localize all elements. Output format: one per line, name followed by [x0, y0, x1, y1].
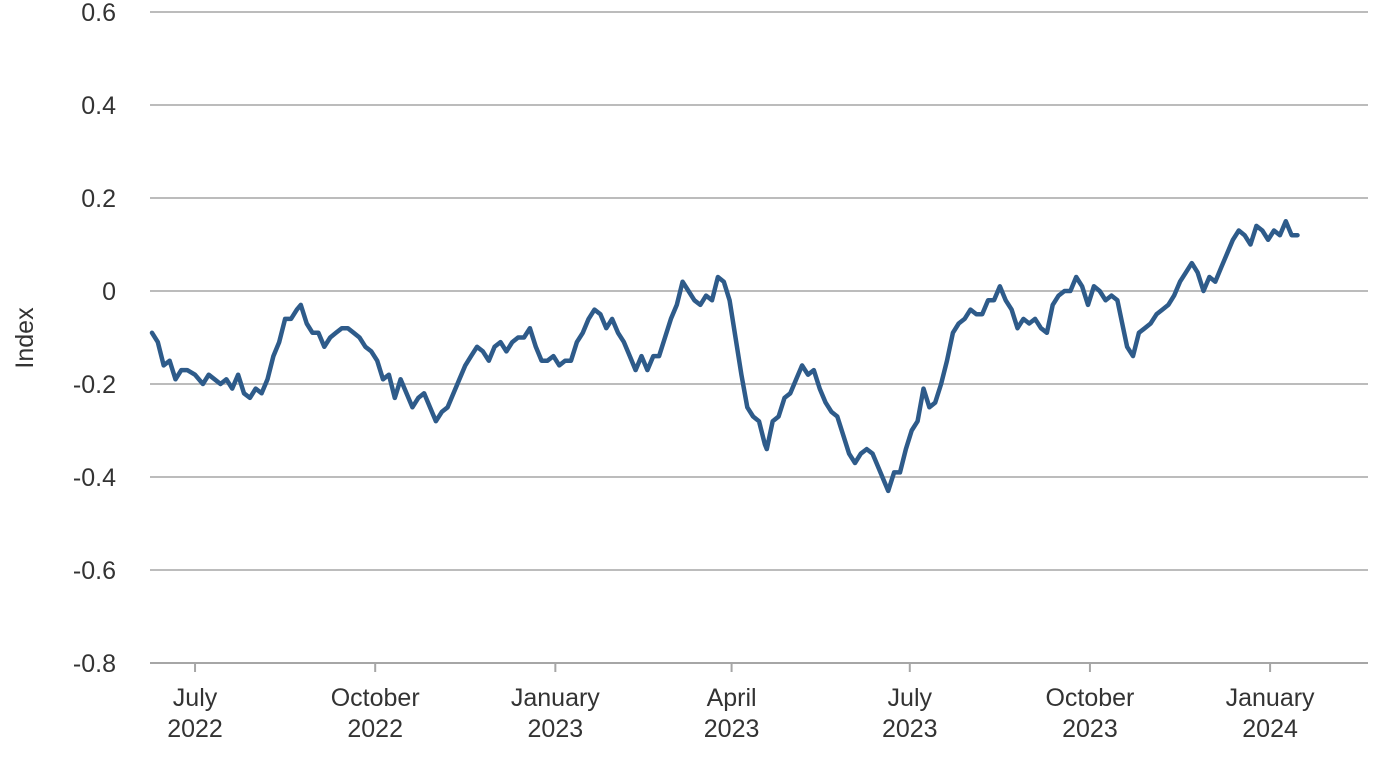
series-line	[149, 218, 1300, 494]
x-tick-label-month: October	[1045, 684, 1134, 712]
x-tick-label-month: July	[173, 684, 218, 712]
x-tick-label-month: January	[1226, 684, 1315, 712]
y-tick-label: -0.6	[73, 557, 116, 585]
x-axis	[150, 662, 1368, 672]
gridlines	[150, 11, 1368, 571]
x-tick-label-year: 2022	[347, 715, 403, 743]
y-tick-label: 0.6	[81, 0, 116, 27]
x-axis-tick-labels: July 2022 October 2022 January 2023 April 2023 J…	[167, 684, 1315, 743]
y-tick-label: 0.4	[81, 92, 116, 120]
y-tick-label: -0.8	[73, 650, 116, 678]
x-tick-label-year: 2023	[1062, 715, 1118, 743]
x-tick-label-month: January	[511, 684, 600, 712]
x-tick-label-month: April	[707, 684, 757, 712]
y-tick-label: 0.2	[81, 185, 116, 213]
x-tick-label-month: July	[888, 684, 933, 712]
x-tick-label-year: 2023	[704, 715, 760, 743]
x-tick-label-year: 2022	[167, 715, 223, 743]
y-axis-tick-labels: -0.8 -0.6 -0.4 -0.2 0 0.2 0.4 0.6	[73, 0, 116, 678]
x-tick-label-year: 2023	[882, 715, 938, 743]
y-tick-label: 0	[102, 278, 116, 306]
y-axis-title: Index	[11, 307, 39, 369]
series-layer	[149, 218, 1300, 494]
x-tick-label-year: 2023	[528, 715, 584, 743]
x-tick-label-month: October	[331, 684, 420, 712]
y-tick-label: -0.4	[73, 464, 116, 492]
x-tick-label-year: 2024	[1242, 715, 1298, 743]
y-tick-label: -0.2	[73, 371, 116, 399]
